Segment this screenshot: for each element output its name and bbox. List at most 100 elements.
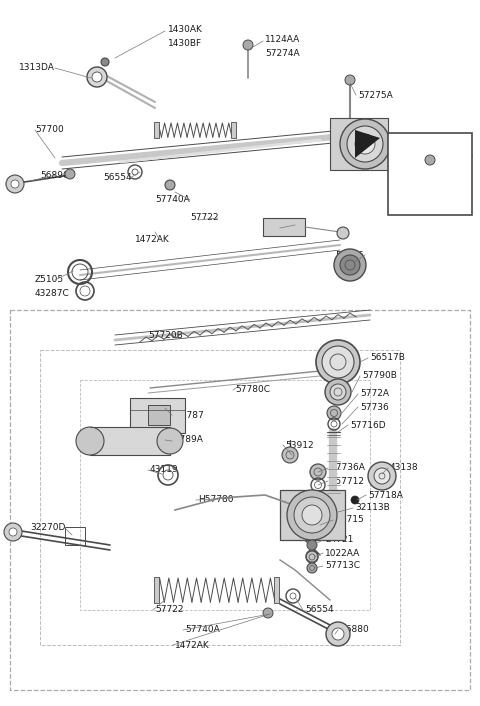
Circle shape <box>325 379 351 405</box>
Bar <box>231 122 236 138</box>
Text: 1124AA: 1124AA <box>265 35 300 44</box>
Circle shape <box>243 40 253 50</box>
Circle shape <box>294 497 330 533</box>
Bar <box>330 118 388 170</box>
Circle shape <box>327 406 341 420</box>
Text: 57722: 57722 <box>190 213 218 222</box>
Text: 1313DA: 1313DA <box>19 64 55 73</box>
Text: 57722: 57722 <box>155 606 183 614</box>
Circle shape <box>65 169 75 179</box>
Circle shape <box>4 523 22 541</box>
Circle shape <box>307 563 317 573</box>
Text: 32250A: 32250A <box>270 220 305 229</box>
Circle shape <box>306 550 318 562</box>
Circle shape <box>347 126 383 162</box>
Text: 57700: 57700 <box>35 126 64 135</box>
Text: 56517B: 56517B <box>370 354 405 362</box>
Circle shape <box>322 346 354 378</box>
Circle shape <box>374 468 390 484</box>
Circle shape <box>340 119 390 169</box>
Text: P57712: P57712 <box>330 477 364 486</box>
Text: 57790B: 57790B <box>362 371 397 381</box>
Circle shape <box>302 505 322 525</box>
Text: 57736: 57736 <box>360 402 389 412</box>
Circle shape <box>445 182 465 202</box>
Text: 57736A: 57736A <box>330 464 365 472</box>
Bar <box>280 490 345 540</box>
Circle shape <box>368 462 396 490</box>
Circle shape <box>450 187 460 197</box>
Text: 57740A: 57740A <box>185 626 220 635</box>
Text: 56890: 56890 <box>40 171 69 179</box>
Circle shape <box>442 181 450 189</box>
Circle shape <box>332 628 344 640</box>
Circle shape <box>287 490 337 540</box>
Circle shape <box>337 227 349 239</box>
Text: 5772A: 5772A <box>360 390 389 398</box>
Circle shape <box>310 464 326 480</box>
Circle shape <box>101 58 109 66</box>
Text: 1430AK: 1430AK <box>168 25 203 35</box>
Circle shape <box>263 608 273 618</box>
Bar <box>434 135 438 165</box>
Bar <box>274 577 279 603</box>
Bar <box>154 122 159 138</box>
Text: 1022AA: 1022AA <box>325 549 360 558</box>
Text: 1430AK: 1430AK <box>402 176 437 184</box>
Text: H57780: H57780 <box>198 496 233 505</box>
Circle shape <box>316 340 360 384</box>
Text: 53912: 53912 <box>285 441 313 450</box>
Text: 57718A: 57718A <box>368 491 403 500</box>
Bar <box>80 380 370 610</box>
Circle shape <box>351 496 359 504</box>
Circle shape <box>92 72 102 82</box>
Circle shape <box>340 255 360 275</box>
Circle shape <box>6 175 24 193</box>
Text: 1430BF: 1430BF <box>168 39 202 47</box>
Text: 57715: 57715 <box>335 515 364 525</box>
Bar <box>40 350 400 645</box>
Bar <box>148 405 170 425</box>
Text: 57780C: 57780C <box>235 385 270 395</box>
Text: 1430BF: 1430BF <box>402 189 436 198</box>
Bar <box>389 135 393 165</box>
Circle shape <box>307 540 317 550</box>
Circle shape <box>282 447 298 463</box>
Circle shape <box>157 428 183 454</box>
Circle shape <box>334 249 366 281</box>
Circle shape <box>76 427 104 455</box>
Bar <box>388 133 472 215</box>
Bar <box>90 427 170 455</box>
Circle shape <box>345 75 355 85</box>
Text: 32270D: 32270D <box>30 524 65 532</box>
Bar <box>154 577 159 603</box>
Text: 57274A: 57274A <box>265 49 300 57</box>
Text: 56554: 56554 <box>103 174 132 182</box>
Circle shape <box>87 67 107 87</box>
Text: 57789A: 57789A <box>168 436 203 445</box>
Text: 56880: 56880 <box>340 626 369 635</box>
Polygon shape <box>355 130 380 158</box>
Circle shape <box>355 134 375 154</box>
Text: 57720B: 57720B <box>148 332 183 340</box>
Circle shape <box>330 384 346 400</box>
Bar <box>263 218 305 236</box>
Circle shape <box>9 528 17 536</box>
Circle shape <box>165 180 175 190</box>
Text: 56554: 56554 <box>305 606 334 614</box>
Bar <box>130 398 185 433</box>
Circle shape <box>326 622 350 646</box>
Text: 1472AK: 1472AK <box>135 236 170 244</box>
Circle shape <box>425 155 435 165</box>
Text: 57713C: 57713C <box>325 561 360 570</box>
Text: 43119: 43119 <box>150 465 179 474</box>
Text: 1313DA: 1313DA <box>402 201 438 210</box>
Text: Z5105: Z5105 <box>35 275 64 285</box>
Text: 24721: 24721 <box>325 535 353 544</box>
Text: 1472AK: 1472AK <box>175 640 210 650</box>
Text: 32113B: 32113B <box>355 503 390 513</box>
Text: 57726: 57726 <box>335 251 364 260</box>
Text: 57716D: 57716D <box>350 421 385 429</box>
Text: 57740A: 57740A <box>155 196 190 205</box>
Text: 43287C: 43287C <box>35 289 70 297</box>
